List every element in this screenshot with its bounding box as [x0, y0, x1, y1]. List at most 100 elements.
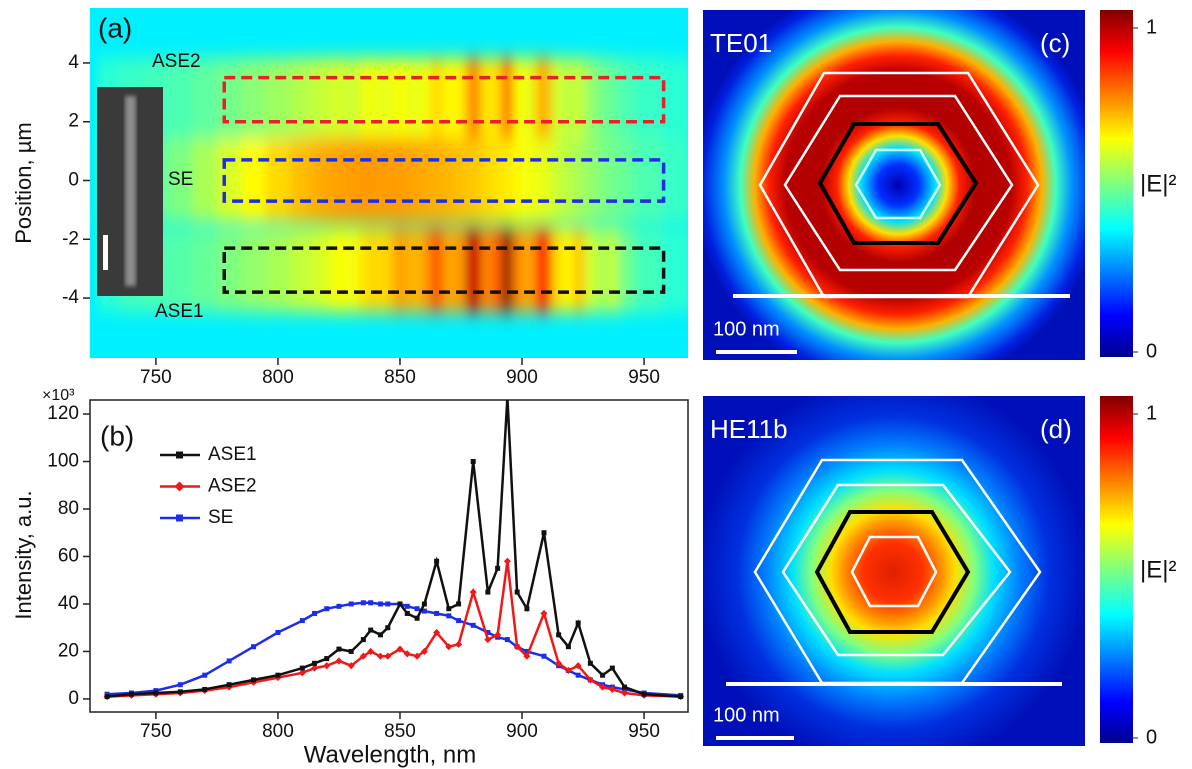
marker	[324, 606, 330, 612]
heatmap-cell	[573, 138, 585, 223]
heatmap-cell	[492, 138, 503, 223]
x-tick-label: 800	[262, 367, 294, 388]
heatmap-cell	[522, 228, 536, 313]
x-tick-label: 950	[628, 367, 660, 388]
marker	[128, 691, 134, 697]
heatmap-cell	[442, 228, 455, 313]
heatmap-cell	[308, 228, 322, 313]
x-tick-label: 850	[384, 367, 416, 388]
marker	[384, 652, 392, 660]
marker	[177, 689, 183, 695]
marker	[226, 658, 232, 664]
marker	[556, 632, 562, 638]
heatmap-cell	[662, 138, 688, 223]
heatmap-cell	[573, 228, 585, 313]
marker	[641, 691, 647, 697]
hexagon	[781, 483, 1012, 657]
heatmap-cell	[563, 138, 574, 223]
marker	[403, 650, 411, 658]
legend-label: ASE1	[208, 444, 257, 465]
heatmap-cell	[535, 228, 552, 313]
marker	[420, 647, 428, 655]
y-tick-label: -4	[62, 287, 79, 308]
heatmap-cell	[551, 138, 565, 223]
heatmap-cell	[535, 57, 552, 142]
marker	[397, 601, 403, 607]
heatmap-cell	[551, 228, 565, 313]
heatmap-cell	[618, 57, 635, 142]
marker	[404, 603, 410, 609]
marker	[275, 672, 281, 678]
heatmap-cell	[584, 57, 597, 142]
heatmap-cell	[492, 57, 503, 142]
marker	[414, 606, 420, 612]
heatmap-cell	[332, 138, 346, 223]
heatmap-cell	[420, 57, 431, 142]
marker	[377, 601, 383, 607]
marker	[456, 601, 462, 607]
field-panel	[703, 396, 1085, 746]
heatmap-cell	[596, 228, 608, 313]
heatmap-cell	[290, 228, 309, 313]
heatmap-cell	[502, 138, 513, 223]
marker	[347, 662, 355, 670]
y-tick-label: 40	[58, 593, 79, 614]
x-tick-label: 750	[140, 367, 172, 388]
y-tick-label: 120	[47, 403, 79, 424]
marker	[413, 652, 421, 660]
heatmap-cell	[442, 57, 455, 142]
heatmap-cell	[551, 57, 565, 142]
marker	[541, 530, 547, 536]
heatmap-cell	[430, 138, 444, 223]
heatmap-cell	[265, 138, 291, 223]
heatmap-cell	[634, 57, 663, 142]
heatmap-cell	[618, 138, 635, 223]
heatmap-cell	[596, 138, 608, 223]
scale-bar-label: 100 nm	[713, 318, 780, 340]
y-tick-label: 4	[68, 52, 79, 73]
heatmap-cell	[453, 138, 467, 223]
heatmap-cell	[512, 138, 523, 223]
marker	[505, 395, 510, 400]
heatmap-cell	[607, 57, 619, 142]
x-tick-label: 750	[140, 721, 172, 742]
region-box	[222, 75, 666, 124]
heatmap-cell	[453, 57, 467, 142]
heatmap-cell	[168, 228, 194, 313]
heatmap-cell	[465, 138, 482, 223]
y-scale-label: ×10³	[42, 387, 75, 404]
marker	[376, 652, 384, 660]
marker	[456, 618, 462, 624]
marker	[275, 629, 281, 635]
inset-scale-bar	[103, 235, 108, 270]
heatmap-cell	[634, 228, 663, 313]
marker	[385, 601, 391, 607]
heatmap-cell	[412, 228, 422, 313]
heatmap-cell	[393, 57, 405, 142]
heatmap-cell	[384, 57, 395, 142]
marker	[433, 628, 441, 636]
heatmap-cell	[320, 228, 334, 313]
colorbar	[1100, 396, 1133, 743]
heatmap-cell	[465, 57, 482, 142]
marker	[565, 644, 571, 650]
heatmap-cell	[563, 228, 574, 313]
heatmap-cell	[412, 138, 422, 223]
colorbar-label: |E|²	[1140, 170, 1176, 197]
y-tick-label: 2	[68, 111, 79, 132]
marker	[469, 588, 477, 596]
plot-frame	[89, 399, 689, 713]
region-box	[222, 158, 666, 203]
region-label: SE	[168, 169, 193, 190]
legend-marker	[176, 514, 183, 522]
marker	[622, 684, 628, 690]
y-tick-label: 100	[47, 451, 79, 472]
marker	[348, 601, 354, 607]
marker	[367, 647, 375, 655]
colorbar-label: |E|²	[1140, 556, 1176, 583]
marker	[586, 676, 594, 684]
heatmap-cell	[357, 228, 368, 313]
heatmap-cell	[168, 57, 194, 142]
heatmap-cell	[584, 138, 597, 223]
heatmap-cell	[216, 228, 242, 313]
